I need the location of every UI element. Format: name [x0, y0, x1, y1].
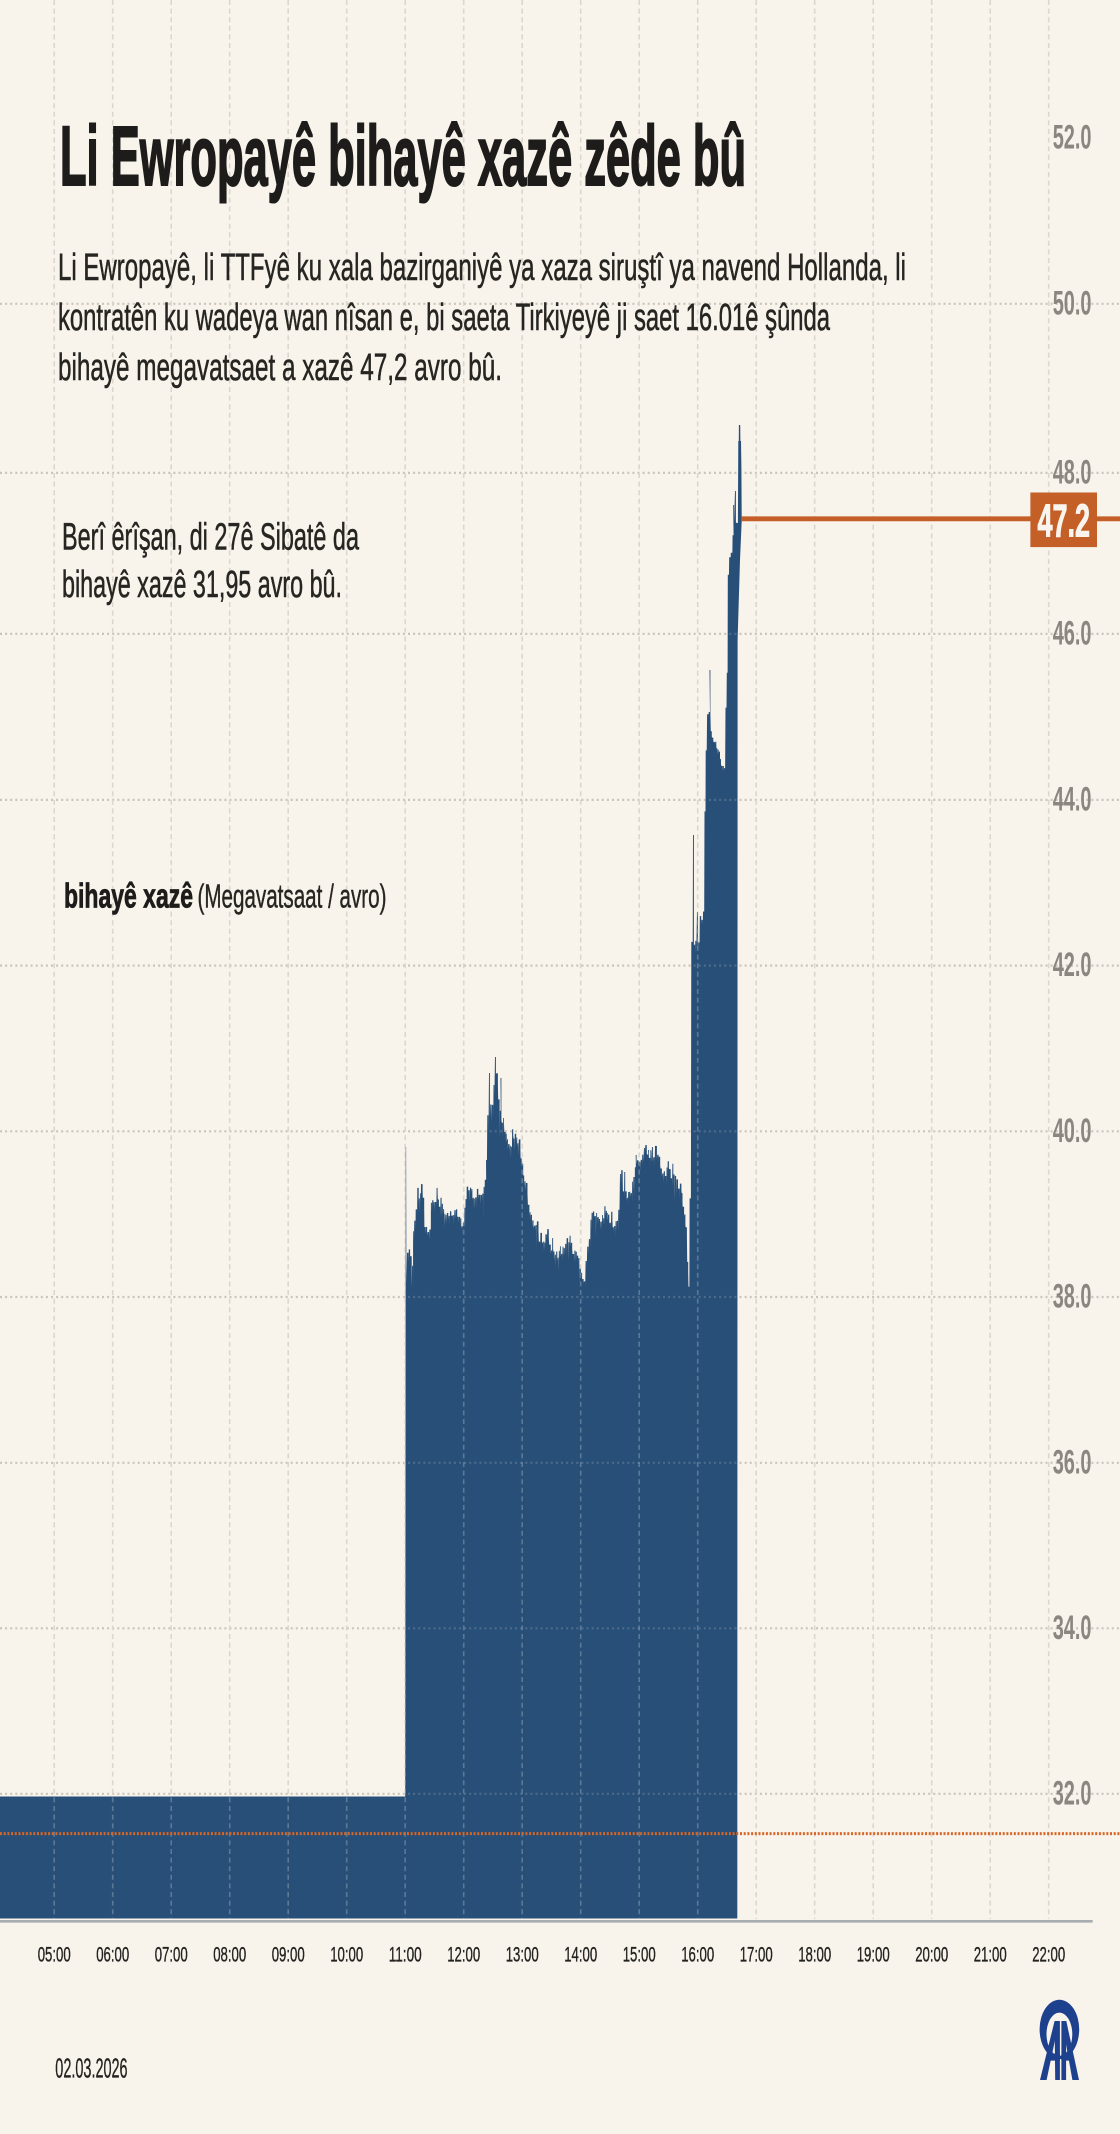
svg-text:18:00: 18:00 — [798, 1944, 831, 1967]
svg-text:34.0: 34.0 — [1053, 1609, 1092, 1647]
svg-text:05:00: 05:00 — [38, 1944, 71, 1967]
svg-text:10:00: 10:00 — [330, 1944, 363, 1967]
svg-text:bihayê megavatsaet a xazê 47,2: bihayê megavatsaet a xazê 47,2 avro bû. — [58, 347, 502, 389]
svg-text:Li Ewropayê bihayê xazê zêde b: Li Ewropayê bihayê xazê zêde bû — [60, 109, 746, 203]
svg-text:50.0: 50.0 — [1053, 284, 1092, 322]
svg-text:bihayê xazê: bihayê xazê — [64, 878, 193, 916]
svg-text:bihayê xazê 31,95 avro bû.: bihayê xazê 31,95 avro bû. — [62, 564, 342, 606]
svg-text:12:00: 12:00 — [447, 1944, 480, 1967]
svg-text:32.0: 32.0 — [1053, 1774, 1092, 1812]
svg-text:44.0: 44.0 — [1053, 780, 1092, 818]
svg-text:40.0: 40.0 — [1053, 1112, 1092, 1150]
svg-text:Li Ewropayê, li TTFyê ku xala: Li Ewropayê, li TTFyê ku xala bazirganiy… — [58, 247, 906, 289]
svg-text:20:00: 20:00 — [915, 1944, 948, 1967]
svg-text:38.0: 38.0 — [1053, 1278, 1092, 1316]
svg-text:09:00: 09:00 — [272, 1944, 305, 1967]
svg-text:15:00: 15:00 — [623, 1944, 656, 1967]
svg-text:14:00: 14:00 — [564, 1944, 597, 1967]
svg-text:Berî êrîşan, di 27ê Sibatê da: Berî êrîşan, di 27ê Sibatê da — [62, 517, 360, 559]
svg-text:08:00: 08:00 — [213, 1944, 246, 1967]
svg-text:47.2: 47.2 — [1037, 495, 1090, 547]
svg-text:48.0: 48.0 — [1053, 453, 1092, 491]
svg-text:46.0: 46.0 — [1053, 614, 1092, 652]
svg-text:11:00: 11:00 — [389, 1944, 422, 1967]
svg-text:17:00: 17:00 — [740, 1944, 773, 1967]
svg-text:42.0: 42.0 — [1053, 946, 1092, 984]
svg-text:13:00: 13:00 — [506, 1944, 539, 1967]
svg-text:02.03.2026: 02.03.2026 — [55, 2053, 127, 2084]
svg-text:36.0: 36.0 — [1053, 1443, 1092, 1481]
svg-text:07:00: 07:00 — [155, 1944, 188, 1967]
svg-text:22:00: 22:00 — [1032, 1944, 1065, 1967]
svg-text:19:00: 19:00 — [857, 1944, 890, 1967]
svg-text:16:00: 16:00 — [681, 1944, 714, 1967]
svg-text:52.0: 52.0 — [1053, 119, 1092, 157]
svg-text:21:00: 21:00 — [974, 1944, 1007, 1967]
svg-text:06:00: 06:00 — [96, 1944, 129, 1967]
svg-text:kontratên ku wadeya wan nîsan: kontratên ku wadeya wan nîsan e, bi saet… — [58, 297, 831, 339]
svg-text:(Megavatsaat / avro): (Megavatsaat / avro) — [198, 878, 387, 915]
